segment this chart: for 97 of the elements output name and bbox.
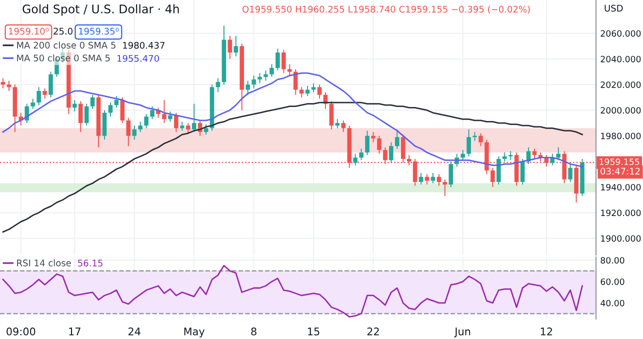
candlestick (126, 117, 131, 147)
candlestick (30, 98, 35, 110)
candlestick (138, 121, 142, 132)
candlestick (216, 78, 220, 93)
candlestick (90, 94, 95, 110)
candlestick (42, 88, 47, 100)
candlestick (258, 72, 262, 84)
annotation: 1955.470 (117, 54, 159, 62)
candlestick (305, 85, 310, 97)
candlestick (371, 132, 376, 143)
candlestick (359, 148, 364, 161)
candlestick (556, 146, 561, 161)
annotation: 1959.35⁰ (78, 28, 119, 35)
candlestick (186, 122, 190, 134)
candlestick (329, 100, 334, 130)
candlestick (287, 64, 292, 76)
candlestick (0, 78, 6, 89)
candlestick (270, 64, 274, 78)
candlestick (84, 103, 89, 126)
candlestick (442, 178, 448, 197)
candlestick (353, 153, 358, 166)
y-tick-label: 2020.000 (600, 81, 641, 88)
candlestick (460, 149, 465, 161)
y-tick-label: 1900.000 (601, 235, 641, 242)
annotation: O1959.550 H1960.255 L1958.740 C1959.155 −0.395 (−0.02%) (242, 6, 530, 14)
annotation: 25.0 (54, 28, 72, 35)
y-tick-label: 1920.000 (601, 210, 641, 216)
y-tick-label: 40.00 (600, 300, 624, 306)
candlestick (24, 103, 30, 124)
x-tick-label: 15 (308, 328, 320, 336)
candlestick (282, 49, 286, 74)
candlestick (246, 80, 250, 96)
candlestick (234, 35, 238, 57)
candlestick (466, 128, 471, 157)
x-tick-label: 8 (251, 328, 256, 336)
y-tick-label: 1940.000 (601, 184, 641, 190)
candlestick (293, 68, 298, 96)
candlestick (192, 103, 196, 132)
candlestick (174, 112, 178, 132)
candlestick (568, 164, 572, 182)
candlestick (341, 120, 346, 132)
candlestick (299, 86, 304, 98)
x-tick-label: May (184, 328, 205, 338)
candlestick (162, 99, 166, 124)
candlestick (377, 135, 382, 154)
y-tick-label: 2040.000 (600, 56, 641, 62)
candlestick (48, 71, 53, 98)
y-tick-label: 2060.000 (600, 30, 641, 37)
x-tick-label: 12 (540, 328, 552, 336)
candlestick (72, 99, 77, 112)
candlestick (478, 132, 483, 147)
candlestick (114, 96, 119, 108)
legend-label: MA 200 close 0 SMA 5 (17, 42, 116, 49)
candlestick (36, 86, 41, 106)
candlestick (150, 106, 154, 120)
candlestick (144, 114, 148, 129)
candlestick (168, 110, 172, 122)
candlestick (6, 80, 12, 92)
line-series (2, 264, 583, 318)
candlestick (204, 124, 208, 136)
y-tick-label: 2000.000 (600, 107, 641, 114)
candlestick (228, 35, 232, 60)
chart-title: Gold Spot / U.S. Dollar · 4h (22, 4, 179, 16)
y-tick-label: 60.00 (600, 278, 624, 285)
legend-label: RSI 14 close (17, 259, 71, 266)
candlestick (418, 172, 424, 186)
candlestick (132, 125, 137, 140)
annotation: 1980.437 (123, 42, 164, 49)
x-tick-label: 17 (69, 328, 80, 336)
ref-line-label: 1959.155 (600, 158, 640, 166)
candlestick (108, 102, 113, 118)
candlestick (252, 75, 256, 89)
annotation: 56.15 (78, 260, 102, 266)
x-tick-label: Jun (454, 328, 470, 338)
candlestick (496, 156, 501, 186)
candlestick (365, 130, 370, 156)
text: USD (604, 4, 623, 12)
candlestick (317, 84, 322, 100)
candlestick (102, 110, 107, 140)
candlestick (78, 100, 83, 132)
candlestick (448, 160, 454, 188)
y-tick-label: 80.00 (600, 257, 624, 264)
x-tick-label: 22 (367, 328, 379, 336)
candlestick (389, 142, 394, 164)
candlestick (436, 174, 442, 186)
legend-label: MA 50 close 0 SMA 5 (17, 54, 110, 62)
candlestick (490, 167, 495, 188)
y-tick-label: 1980.000 (601, 132, 641, 140)
x-tick-label: 24 (128, 328, 140, 336)
annotation: 1959.10⁰ (8, 28, 49, 35)
text: 03:47:12 (600, 168, 640, 175)
candlestick (520, 158, 525, 186)
candlestick (394, 128, 400, 150)
x-tick-label: 09:00 (6, 328, 36, 336)
candlestick (532, 148, 537, 160)
candlestick (276, 48, 280, 71)
candlestick (264, 70, 268, 82)
